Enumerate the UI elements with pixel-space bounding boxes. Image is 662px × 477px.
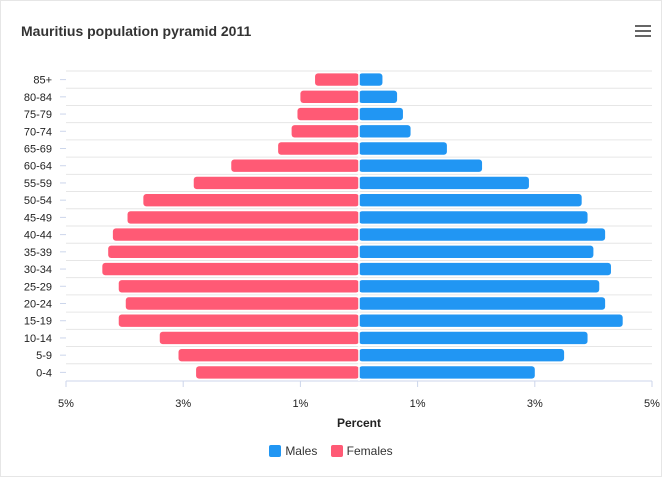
bar-males[interactable] xyxy=(359,73,383,86)
bar-females[interactable] xyxy=(159,331,359,345)
y-tick-label: 40-44 xyxy=(24,230,52,242)
bar-females[interactable] xyxy=(143,193,359,207)
bar-males[interactable] xyxy=(359,107,403,121)
bar-males[interactable] xyxy=(359,262,611,276)
x-tick-label: 3% xyxy=(527,398,543,410)
legend: Males Females xyxy=(1,444,661,460)
hamburger-menu-icon[interactable] xyxy=(635,25,651,39)
legend-item-males[interactable]: Males xyxy=(269,444,317,458)
legend-item-females[interactable]: Females xyxy=(330,444,393,458)
bar-males[interactable] xyxy=(359,366,535,379)
bar-females[interactable] xyxy=(127,211,359,224)
bar-females[interactable] xyxy=(291,125,359,138)
y-tick-label: 25-29 xyxy=(24,281,52,293)
bar-females[interactable] xyxy=(297,107,359,121)
y-tick-label: 30-34 xyxy=(24,264,52,276)
bar-males[interactable] xyxy=(359,297,606,310)
y-tick-label: 85+ xyxy=(33,75,52,87)
bar-males[interactable] xyxy=(359,280,600,293)
bar-males[interactable] xyxy=(359,348,565,362)
bar-males[interactable] xyxy=(359,142,447,155)
x-tick-label: 3% xyxy=(175,398,191,410)
bar-males[interactable] xyxy=(359,90,398,104)
bar-males[interactable] xyxy=(359,211,588,224)
x-tick-label: 1% xyxy=(292,398,308,410)
y-tick-label: 15-19 xyxy=(24,316,52,328)
bar-males[interactable] xyxy=(359,176,529,190)
bar-males[interactable] xyxy=(359,193,582,207)
x-tick-label: 1% xyxy=(410,398,426,410)
bar-males[interactable] xyxy=(359,125,411,138)
bar-males[interactable] xyxy=(359,159,483,172)
bar-females[interactable] xyxy=(315,73,359,86)
y-tick-label: 65-69 xyxy=(24,144,52,156)
y-tick-label: 75-79 xyxy=(24,109,52,121)
bar-females[interactable] xyxy=(125,297,359,310)
chart-plot: 85+ 80-84 75-79 70-74 65-69 60-64 55-59 50-54 45… xyxy=(24,70,660,430)
y-tick-label: 10-14 xyxy=(24,333,52,345)
y-tick-label: 50-54 xyxy=(24,195,52,207)
bar-females[interactable] xyxy=(278,142,359,155)
bar-males[interactable] xyxy=(359,245,594,259)
bar-females[interactable] xyxy=(196,366,359,379)
y-tick-label: 5-9 xyxy=(36,350,52,362)
bar-females[interactable] xyxy=(178,348,359,362)
bar-females[interactable] xyxy=(300,90,359,104)
legend-males-label: Males xyxy=(285,444,318,458)
y-tick-label: 35-39 xyxy=(24,247,52,259)
bar-males[interactable] xyxy=(359,331,588,345)
x-tick-label: 5% xyxy=(58,398,74,410)
x-axis-title: Percent xyxy=(337,416,381,430)
x-tick-label: 5% xyxy=(644,398,660,410)
bar-females[interactable] xyxy=(118,314,360,327)
y-tick-label: 20-24 xyxy=(24,299,52,311)
bar-males[interactable] xyxy=(359,314,623,327)
y-tick-label: 60-64 xyxy=(24,161,52,173)
bar-females[interactable] xyxy=(231,159,359,172)
bar-males[interactable] xyxy=(359,228,606,241)
bar-females[interactable] xyxy=(102,262,359,276)
bar-females[interactable] xyxy=(108,245,359,259)
y-tick-label: 80-84 xyxy=(24,92,52,104)
y-tick-label: 45-49 xyxy=(24,212,52,224)
chart-title: Mauritius population pyramid 2011 xyxy=(21,23,252,39)
y-tick-label: 0-4 xyxy=(36,367,52,379)
y-tick-label: 70-74 xyxy=(24,126,52,138)
bar-females[interactable] xyxy=(112,228,359,241)
bar-females[interactable] xyxy=(118,280,360,293)
legend-females-label: Females xyxy=(346,444,393,458)
y-tick-label: 55-59 xyxy=(24,178,52,190)
bar-females[interactable] xyxy=(193,176,359,190)
females-swatch xyxy=(330,445,343,457)
males-swatch xyxy=(269,445,282,457)
